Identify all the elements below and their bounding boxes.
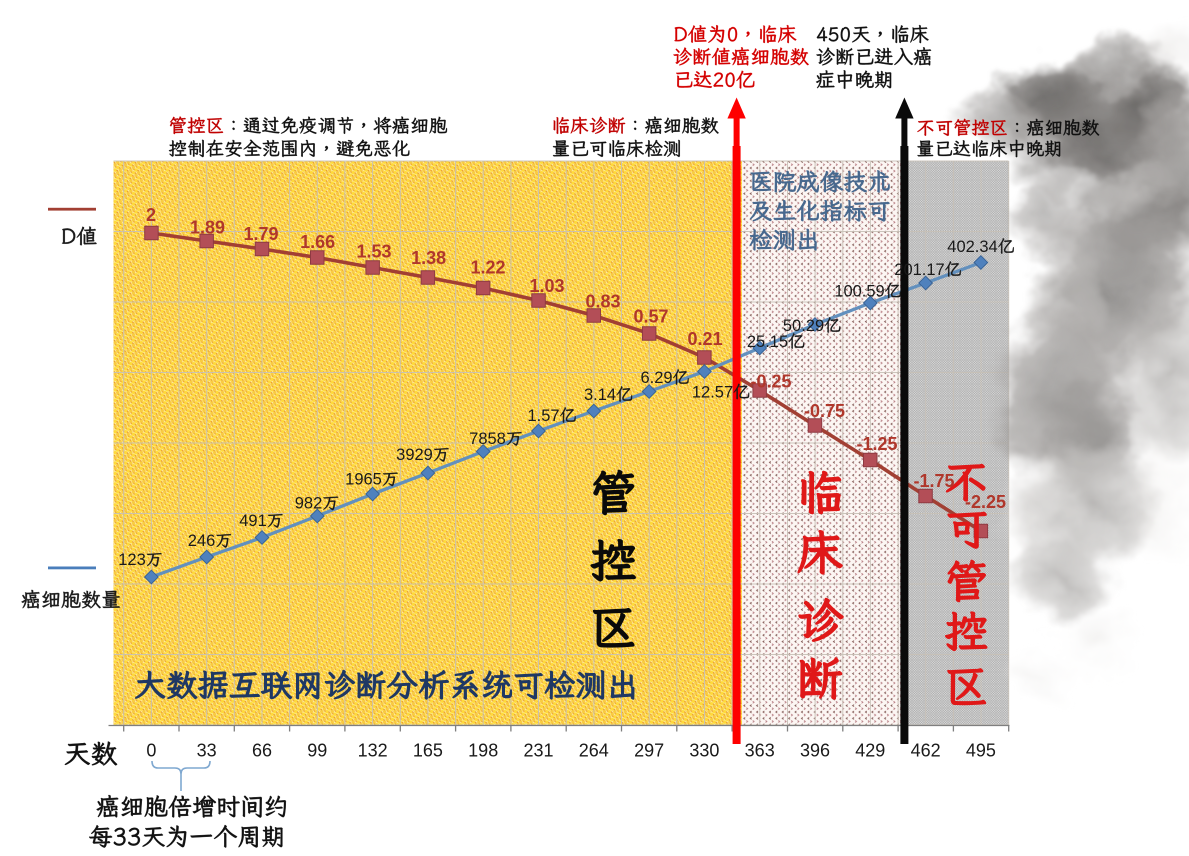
svg-text:-0.75: -0.75 xyxy=(804,401,845,421)
svg-text:491: 491 xyxy=(239,512,267,530)
svg-text:-2.25: -2.25 xyxy=(965,492,1006,512)
svg-text:123: 123 xyxy=(118,551,146,569)
svg-text:1.66: 1.66 xyxy=(300,232,335,252)
svg-text:7858: 7858 xyxy=(469,430,506,448)
svg-text:66: 66 xyxy=(252,741,272,761)
svg-text:429: 429 xyxy=(855,741,885,761)
svg-text:1.57: 1.57 xyxy=(527,407,559,425)
svg-text:462: 462 xyxy=(911,741,941,761)
svg-text:396: 396 xyxy=(800,741,830,761)
svg-text:0.83: 0.83 xyxy=(585,292,620,312)
svg-text:1.53: 1.53 xyxy=(356,242,391,262)
svg-text:982: 982 xyxy=(295,495,323,513)
svg-text:297: 297 xyxy=(634,741,664,761)
svg-text:3929: 3929 xyxy=(396,446,433,464)
svg-text:0.57: 0.57 xyxy=(633,307,668,327)
svg-text:264: 264 xyxy=(579,741,609,761)
svg-text:363: 363 xyxy=(745,741,775,761)
svg-text:50.29: 50.29 xyxy=(783,317,824,335)
svg-text:6.29: 6.29 xyxy=(640,369,672,387)
svg-text:3.14: 3.14 xyxy=(584,386,616,404)
svg-text:1.79: 1.79 xyxy=(243,224,278,244)
svg-text:132: 132 xyxy=(358,741,388,761)
svg-text:1.22: 1.22 xyxy=(470,258,505,278)
svg-text:100.59: 100.59 xyxy=(834,283,884,301)
svg-text:-1.75: -1.75 xyxy=(913,471,954,491)
svg-text:1.89: 1.89 xyxy=(190,218,225,238)
svg-text:246: 246 xyxy=(188,532,216,550)
svg-text:330: 330 xyxy=(689,741,719,761)
svg-text:0: 0 xyxy=(146,741,156,761)
svg-text:201.17: 201.17 xyxy=(894,261,944,279)
svg-text:198: 198 xyxy=(468,741,498,761)
svg-text:495: 495 xyxy=(966,741,996,761)
svg-text:2: 2 xyxy=(146,205,156,225)
svg-text:402.34: 402.34 xyxy=(947,238,997,256)
svg-text:33: 33 xyxy=(197,741,217,761)
svg-text:12.57: 12.57 xyxy=(692,384,733,402)
svg-text:1.03: 1.03 xyxy=(529,276,564,296)
svg-text:1965: 1965 xyxy=(345,471,382,489)
svg-text:25.15: 25.15 xyxy=(747,333,788,351)
svg-text:1.38: 1.38 xyxy=(411,248,446,268)
svg-text:-0.25: -0.25 xyxy=(750,372,791,392)
svg-text:231: 231 xyxy=(523,741,553,761)
svg-text:-1.25: -1.25 xyxy=(856,434,897,454)
svg-text:165: 165 xyxy=(413,741,443,761)
svg-text:99: 99 xyxy=(307,741,327,761)
svg-text:0.21: 0.21 xyxy=(687,329,722,349)
